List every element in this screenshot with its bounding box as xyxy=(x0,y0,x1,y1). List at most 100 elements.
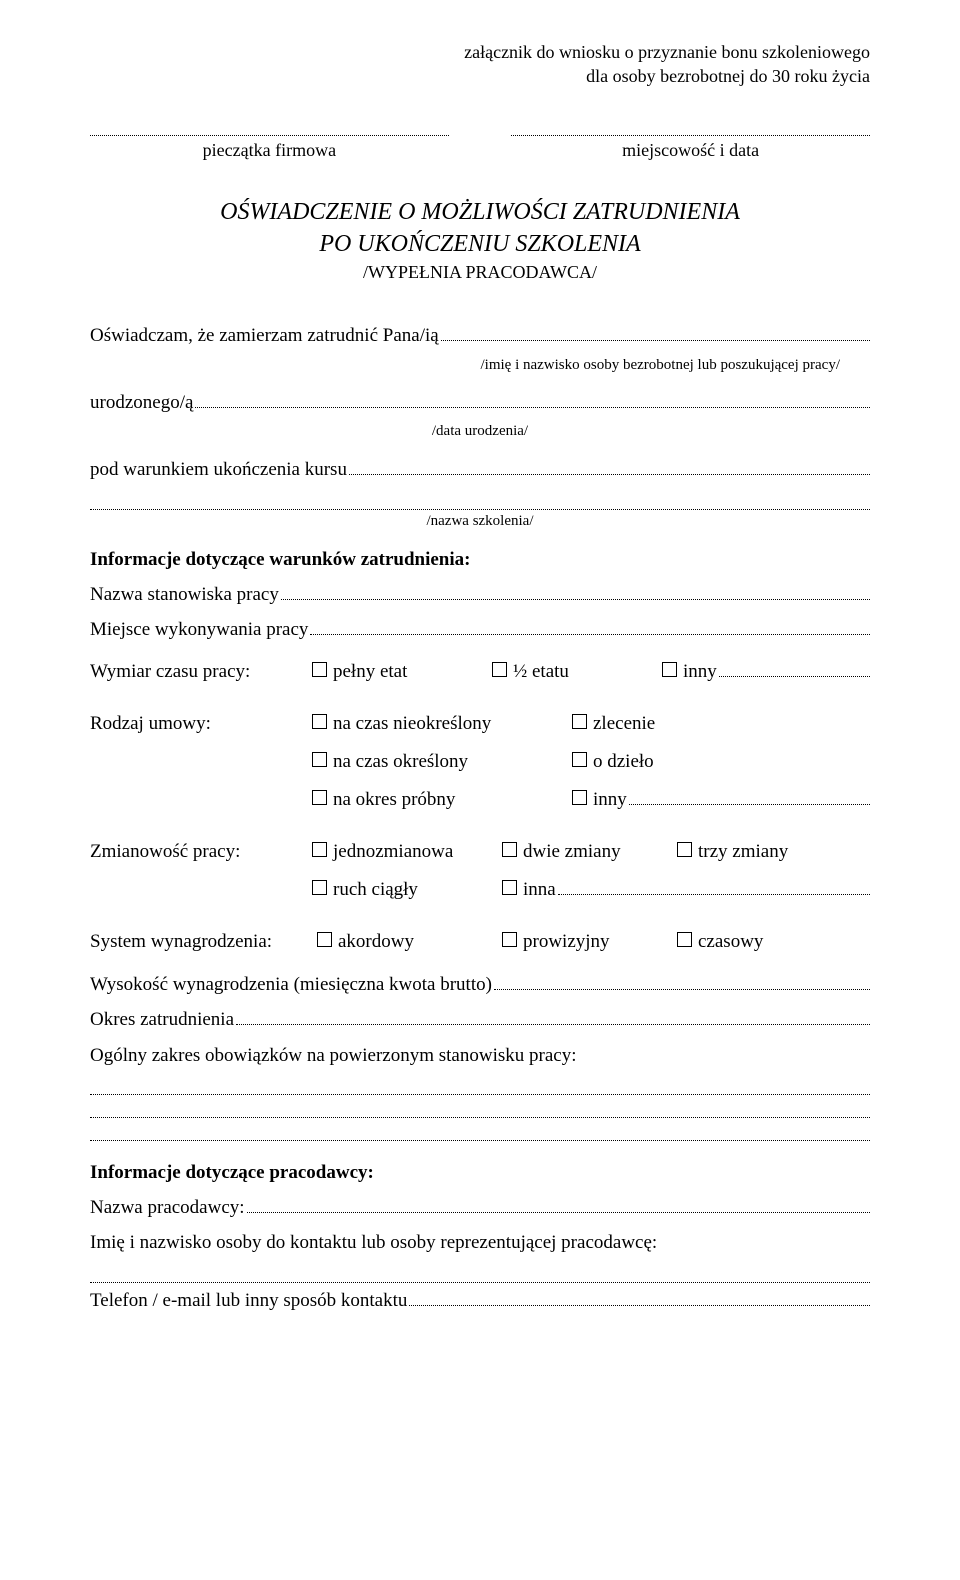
contract-opt-dzielo: o dzieło xyxy=(570,743,654,781)
worktime-row: Wymiar czasu pracy: pełny etat ½ etatu i… xyxy=(90,653,870,691)
shifts-opt-2: dwie zmiany xyxy=(500,833,675,871)
checkbox-shift-cont[interactable] xyxy=(312,880,327,895)
contract-opt-def: na czas określony xyxy=(310,743,570,781)
worktime-opt-full: pełny etat xyxy=(310,653,490,691)
contract-row-2: na czas określony o dzieło xyxy=(90,743,870,781)
contact-person-label: Imię i nazwisko osoby do kontaktu lub os… xyxy=(90,1225,870,1260)
paysystem-opt-1: akordowy xyxy=(315,923,500,961)
salary-label: Wysokość wynagrodzenia (miesięczna kwota… xyxy=(90,967,492,1002)
born-field[interactable] xyxy=(195,390,870,408)
title-line-1: OŚWIADCZENIE O MOŻLIWOŚCI ZATRUDNIENIA xyxy=(90,196,870,228)
paysystem-o1-text: akordowy xyxy=(338,923,414,961)
checkbox-contract-indefinite[interactable] xyxy=(312,714,327,729)
header-line-2: dla osoby bezrobotnej do 30 roku życia xyxy=(90,64,870,88)
person-name-field[interactable] xyxy=(441,323,870,341)
employer-name-label: Nazwa pracodawcy: xyxy=(90,1190,245,1225)
contract-r2c2-text: o dzieło xyxy=(593,743,654,781)
course-field-1[interactable] xyxy=(349,457,870,475)
checkbox-contract-trial[interactable] xyxy=(312,790,327,805)
shifts-opt-5: inna xyxy=(500,871,556,909)
salary-field[interactable] xyxy=(494,972,870,990)
contract-r1c1-text: na czas nieokreślony xyxy=(333,705,491,743)
contract-row-3: na okres próbny inny xyxy=(90,781,870,819)
worktime-opt3-text: inny xyxy=(683,653,717,691)
employer-name-line: Nazwa pracodawcy: xyxy=(90,1190,870,1225)
phone-field[interactable] xyxy=(409,1288,870,1306)
checkbox-contract-zlecenie[interactable] xyxy=(572,714,587,729)
title-block: OŚWIADCZENIE O MOŻLIWOŚCI ZATRUDNIENIA P… xyxy=(90,196,870,284)
title-line-2: PO UKOŃCZENIU SZKOLENIA xyxy=(90,228,870,260)
shifts-o1-text: jednozmianowa xyxy=(333,833,453,871)
worktime-opt-other: inny xyxy=(660,653,717,691)
duties-field-1[interactable] xyxy=(90,1073,870,1096)
worktime-label: Wymiar czasu pracy: xyxy=(90,653,310,691)
employment-info-heading: Informacje dotyczące warunków zatrudnien… xyxy=(90,542,870,577)
workplace-line: Miejsce wykonywania pracy xyxy=(90,612,870,647)
paysystem-row: System wynagrodzenia: akordowy prowizyjn… xyxy=(90,923,870,961)
shifts-label: Zmianowość pracy: xyxy=(90,833,310,871)
declare-prefix: Oświadczam, że zamierzam zatrudnić Pana/… xyxy=(90,318,439,353)
period-line: Okres zatrudnienia xyxy=(90,1002,870,1037)
contract-r3c2-text: inny xyxy=(593,781,627,819)
duties-label: Ogólny zakres obowiązków na powierzonym … xyxy=(90,1038,870,1073)
worktime-opt1-text: pełny etat xyxy=(333,653,407,691)
shifts-other-field[interactable] xyxy=(558,877,870,895)
period-label: Okres zatrudnienia xyxy=(90,1002,234,1037)
person-name-caption: /imię i nazwisko osoby bezrobotnej lub p… xyxy=(90,352,870,380)
checkbox-contract-definite[interactable] xyxy=(312,752,327,767)
checkbox-pay-akord[interactable] xyxy=(317,932,332,947)
place-date-label: miejscowość i data xyxy=(511,140,870,161)
workplace-label: Miejsce wykonywania pracy xyxy=(90,612,308,647)
course-prefix: pod warunkiem ukończenia kursu xyxy=(90,452,347,487)
shifts-opt-3: trzy zmiany xyxy=(675,833,788,871)
contract-opt-other: inny xyxy=(570,781,627,819)
born-prefix: urodzonego/ą xyxy=(90,385,193,420)
course-line: pod warunkiem ukończenia kursu xyxy=(90,452,870,487)
duties-field-3[interactable] xyxy=(90,1118,870,1141)
contract-other-field[interactable] xyxy=(629,787,870,805)
shifts-o3-text: trzy zmiany xyxy=(698,833,788,871)
position-line: Nazwa stanowiska pracy xyxy=(90,577,870,612)
paysystem-opt-2: prowizyjny xyxy=(500,923,675,961)
attachment-header: załącznik do wniosku o przyznanie bonu s… xyxy=(90,40,870,89)
duties-field-2[interactable] xyxy=(90,1095,870,1118)
checkbox-shift-one[interactable] xyxy=(312,842,327,857)
contact-person-field[interactable] xyxy=(90,1261,870,1284)
shifts-opt-4: ruch ciągły xyxy=(310,871,500,909)
worktime-other-field[interactable] xyxy=(719,659,870,677)
workplace-field[interactable] xyxy=(310,617,870,635)
phone-label: Telefon / e-mail lub inny sposób kontakt… xyxy=(90,1283,407,1318)
worktime-opt-half: ½ etatu xyxy=(490,653,660,691)
shifts-o2-text: dwie zmiany xyxy=(523,833,621,871)
checkbox-shift-other[interactable] xyxy=(502,880,517,895)
shifts-o4-text: ruch ciągły xyxy=(333,871,418,909)
checkbox-pay-time[interactable] xyxy=(677,932,692,947)
checkbox-full-time[interactable] xyxy=(312,662,327,677)
contract-r3c1-text: na okres próbny xyxy=(333,781,455,819)
stamp-line[interactable] xyxy=(90,124,449,136)
shifts-row-2: ruch ciągły inna xyxy=(90,871,870,909)
shifts-row-1: Zmianowość pracy: jednozmianowa dwie zmi… xyxy=(90,833,870,871)
course-field-2[interactable] xyxy=(90,487,870,510)
born-line: urodzonego/ą xyxy=(90,385,870,420)
checkbox-pay-prov[interactable] xyxy=(502,932,517,947)
top-signature-row: pieczątka firmowa miejscowość i data xyxy=(90,124,870,161)
place-date-line[interactable] xyxy=(511,124,870,136)
period-field[interactable] xyxy=(236,1007,870,1025)
born-caption: /data urodzenia/ xyxy=(90,418,870,446)
checkbox-shift-three[interactable] xyxy=(677,842,692,857)
salary-line: Wysokość wynagrodzenia (miesięczna kwota… xyxy=(90,967,870,1002)
checkbox-contract-other[interactable] xyxy=(572,790,587,805)
place-date-block: miejscowość i data xyxy=(511,124,870,161)
declare-line: Oświadczam, że zamierzam zatrudnić Pana/… xyxy=(90,318,870,353)
checkbox-shift-two[interactable] xyxy=(502,842,517,857)
checkbox-half-time[interactable] xyxy=(492,662,507,677)
title-sub: /WYPEŁNIA PRACODAWCA/ xyxy=(90,262,870,283)
employer-name-field[interactable] xyxy=(247,1195,870,1213)
employer-heading: Informacje dotyczące pracodawcy: xyxy=(90,1155,870,1190)
header-line-1: załącznik do wniosku o przyznanie bonu s… xyxy=(90,40,870,64)
checkbox-other-time[interactable] xyxy=(662,662,677,677)
contract-label: Rodzaj umowy: xyxy=(90,705,310,743)
checkbox-contract-dzielo[interactable] xyxy=(572,752,587,767)
position-field[interactable] xyxy=(281,582,870,600)
